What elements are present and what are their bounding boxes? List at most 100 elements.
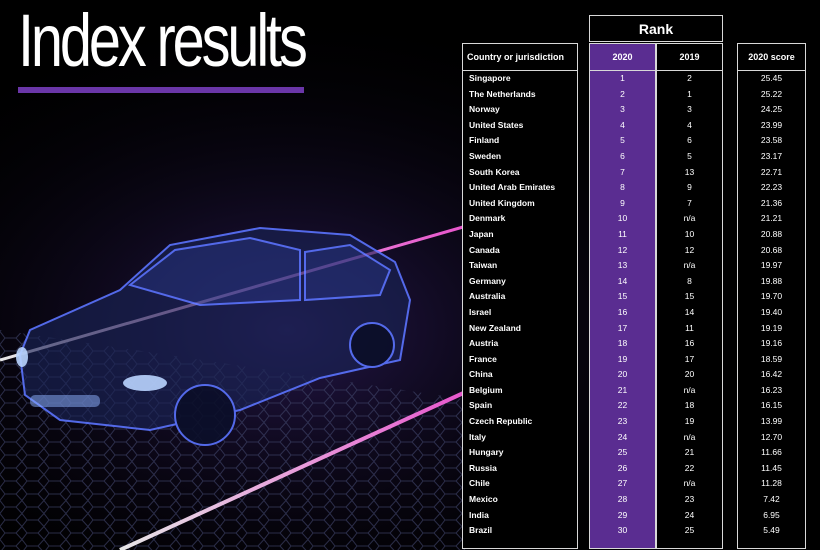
rank-2019-cell: 21 bbox=[684, 447, 695, 458]
rank-2020-cell: 16 bbox=[617, 306, 628, 317]
score-column: 2020 score 25.45 25.22 24.25 23.99 23.58 23.1… bbox=[737, 43, 806, 549]
score-cell: 21.21 bbox=[760, 213, 783, 224]
score-cell: 23.17 bbox=[760, 150, 783, 161]
country-cell: Denmark bbox=[469, 213, 506, 224]
rank-2019-cell: 16 bbox=[684, 338, 695, 349]
rank-2020-cell: 13 bbox=[617, 260, 628, 271]
rank-2019-cell: 18 bbox=[684, 400, 695, 411]
country-cell: Mexico bbox=[469, 494, 498, 505]
rank-2020-cell: 10 bbox=[617, 213, 628, 224]
rank-2020-column: 2020 1 2 3 4 5 6 7 8 9 10 11 12 13 14 15 16 17 18 19 20 21 22… bbox=[589, 43, 656, 549]
country-cell: South Korea bbox=[469, 166, 520, 177]
country-cell: Japan bbox=[469, 228, 494, 239]
score-cell: 19.16 bbox=[760, 338, 783, 349]
score-cell: 19.40 bbox=[760, 306, 783, 317]
country-cell: United States bbox=[469, 119, 524, 130]
rank-2019-cell: 3 bbox=[687, 104, 692, 115]
country-cell: Canada bbox=[469, 244, 500, 255]
title-underline bbox=[18, 87, 304, 93]
rank-2020-cell: 6 bbox=[620, 150, 625, 161]
country-cell: Germany bbox=[469, 275, 506, 286]
country-cell: Norway bbox=[469, 104, 500, 115]
country-column-header: Country or jurisdiction bbox=[463, 44, 577, 71]
rank-2020-cell: 9 bbox=[620, 197, 625, 208]
score-cell: 21.36 bbox=[760, 197, 783, 208]
rank-2020-cell: 1 bbox=[620, 73, 625, 83]
rank-2019-cell: n/a bbox=[683, 384, 696, 395]
rank-2019-cell: 19 bbox=[684, 416, 695, 427]
rank-2019-cell: 22 bbox=[684, 462, 695, 473]
rank-2020-cell: 11 bbox=[618, 228, 627, 239]
score-cell: 20.88 bbox=[760, 228, 783, 239]
rank-2019-cell: 2 bbox=[687, 73, 692, 83]
score-cell: 19.70 bbox=[760, 291, 783, 302]
score-cell: 16.15 bbox=[760, 400, 783, 411]
country-cell: Hungary bbox=[469, 447, 504, 458]
score-cell: 11.28 bbox=[761, 478, 782, 489]
country-cell: Sweden bbox=[469, 150, 502, 161]
score-cell: 25.22 bbox=[760, 88, 783, 99]
rank-2019-cell: 6 bbox=[687, 135, 692, 146]
rank-2020-cell: 28 bbox=[617, 494, 628, 505]
rank-2019-cell: 4 bbox=[687, 119, 692, 130]
rank-2020-cell: 2 bbox=[620, 88, 625, 99]
score-cell: 11.66 bbox=[761, 447, 782, 458]
rank-2019-cell: 13 bbox=[684, 166, 695, 177]
score-cell: 6.95 bbox=[763, 509, 780, 520]
country-cell: France bbox=[469, 353, 497, 364]
rank-2020-cell: 21 bbox=[617, 384, 628, 395]
country-column: Country or jurisdiction Singapore The Net… bbox=[462, 43, 578, 549]
rank-2019-cell: 1 bbox=[687, 88, 692, 99]
rank-2020-cell: 7 bbox=[620, 166, 625, 177]
rank-2020-cell: 3 bbox=[620, 104, 625, 115]
country-cell: Israel bbox=[469, 306, 492, 317]
score-cell: 19.97 bbox=[760, 260, 783, 271]
rank-2020-cell: 17 bbox=[617, 322, 628, 333]
rank-2020-cell: 19 bbox=[617, 353, 628, 364]
rank-2019-cell: 7 bbox=[687, 197, 692, 208]
country-cell: Finland bbox=[469, 135, 500, 146]
country-cell: Chile bbox=[469, 478, 490, 489]
page-title: Index results bbox=[18, 0, 308, 82]
country-cell: Brazil bbox=[469, 525, 493, 536]
score-cell: 24.25 bbox=[760, 104, 783, 115]
rank-2020-cell: 14 bbox=[617, 275, 628, 286]
rank-2020-cell: 30 bbox=[617, 525, 628, 536]
rank-2019-cell: 5 bbox=[687, 150, 692, 161]
rank-2019-cell: 8 bbox=[687, 275, 692, 286]
rank-2019-cell: 25 bbox=[684, 525, 695, 536]
country-cell: Taiwan bbox=[469, 260, 498, 271]
rank-2020-cell: 5 bbox=[620, 135, 625, 146]
rank-2019-cell: 14 bbox=[684, 306, 695, 317]
score-cell: 12.70 bbox=[760, 431, 783, 442]
rank-2019-column: 2019 2 1 3 4 6 5 13 9 7 n/a 10 12 n/a 8 15 14 11 16 17 20 n/… bbox=[656, 43, 723, 549]
country-cell: United Arab Emirates bbox=[469, 182, 556, 193]
rank-2019-cell: n/a bbox=[683, 213, 696, 224]
score-cell: 19.19 bbox=[760, 322, 783, 333]
score-cell: 20.68 bbox=[760, 244, 783, 255]
country-cell: United Kingdom bbox=[469, 197, 535, 208]
rank-2019-cell: 23 bbox=[684, 494, 695, 505]
rank-2020-cell: 26 bbox=[617, 462, 628, 473]
score-cell: 22.71 bbox=[760, 166, 783, 177]
country-cell: Belgium bbox=[469, 384, 503, 395]
rank-2019-cell: 24 bbox=[684, 509, 695, 520]
score-cell: 22.23 bbox=[760, 182, 783, 193]
country-cell: Czech Republic bbox=[469, 416, 533, 427]
rank-2019-cell: 10 bbox=[684, 228, 695, 239]
score-cell: 16.42 bbox=[760, 369, 783, 380]
country-cell: Russia bbox=[469, 462, 497, 473]
rank-2020-cell: 29 bbox=[617, 509, 628, 520]
score-cell: 25.45 bbox=[760, 73, 783, 83]
rank-2020-cell: 12 bbox=[617, 244, 628, 255]
score-cell: 13.99 bbox=[760, 416, 783, 427]
rank-2019-cell: 11 bbox=[685, 322, 694, 333]
rank-2020-cell: 23 bbox=[617, 416, 628, 427]
rank-2020-cell: 8 bbox=[620, 182, 625, 193]
rank-2019-header: 2019 bbox=[657, 44, 722, 71]
country-cell: Singapore bbox=[469, 73, 511, 83]
country-cell: Italy bbox=[469, 431, 487, 442]
rank-2020-cell: 20 bbox=[617, 369, 628, 380]
score-cell: 23.58 bbox=[760, 135, 783, 146]
rank-2020-cell: 4 bbox=[620, 119, 625, 130]
